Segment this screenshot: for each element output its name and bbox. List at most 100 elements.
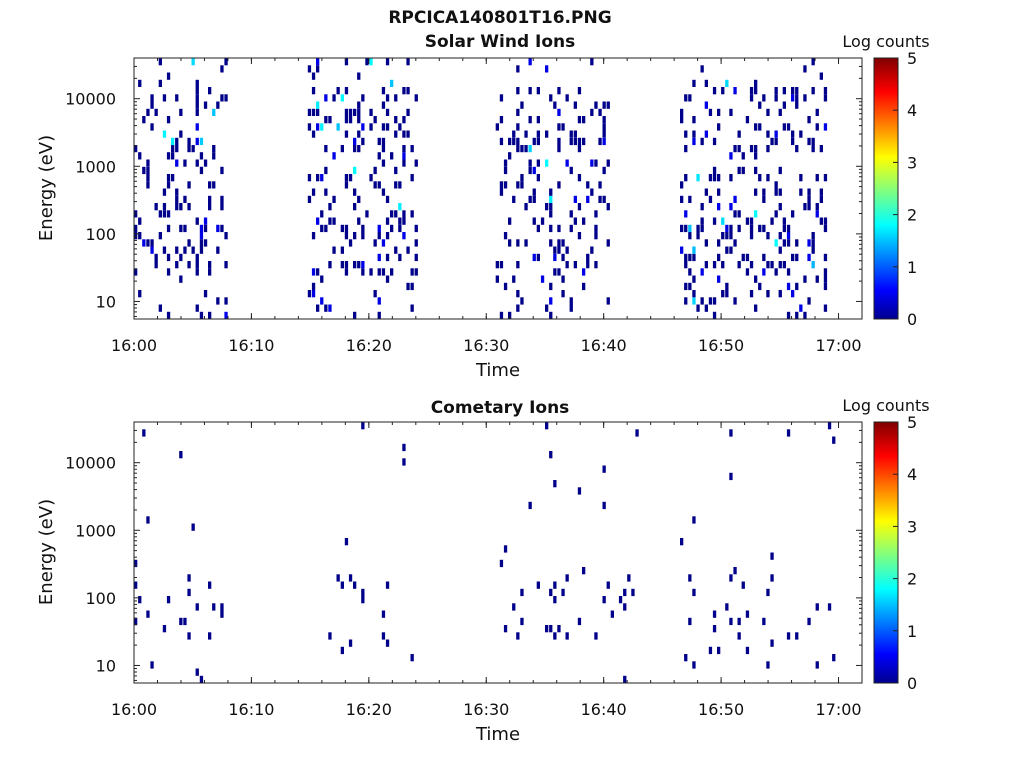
spectrogram-cell [532, 137, 536, 146]
spectrogram-cell [344, 232, 349, 240]
spectrogram-cell [516, 108, 520, 116]
spectrogram-cell [150, 123, 154, 131]
spectrogram-cell [142, 166, 146, 175]
spectrogram-cell [495, 275, 499, 283]
spectrogram-cell [688, 282, 692, 291]
spectrogram-cell [187, 239, 191, 247]
spectrogram-cell [203, 224, 208, 233]
x-tick-label: 17:00 [815, 700, 861, 719]
spectrogram-cell [721, 290, 725, 298]
spectrogram-cell [778, 166, 782, 175]
spectrogram-cell [590, 246, 594, 254]
spectrogram-cell [220, 603, 224, 611]
colorbar-tick-label: 5 [907, 413, 917, 432]
spectrogram-cell [733, 195, 737, 203]
spectrogram-cell [733, 567, 737, 575]
spectrogram-cell [154, 108, 158, 116]
spectrogram-cell [216, 297, 220, 305]
spectrogram-cell [175, 159, 179, 167]
spectrogram-cell [503, 232, 508, 240]
spectrogram-cell [191, 246, 195, 254]
spectrogram-cell [203, 101, 208, 109]
spectrogram-cell [187, 574, 191, 582]
spectrogram-cell [807, 188, 811, 196]
spectrogram-cell [344, 58, 349, 66]
x-tick-label: 16:40 [581, 700, 627, 719]
spectrogram-cell [410, 268, 414, 276]
spectrogram-cell [146, 516, 150, 524]
spectrogram-cell [361, 94, 365, 102]
spectrogram-cell [187, 137, 191, 146]
spectrogram-cell [340, 224, 344, 233]
spectrogram-cell [557, 181, 561, 189]
spectrogram-cell [311, 108, 316, 116]
spectrogram-cell [549, 188, 553, 196]
spectrogram-cell [381, 87, 386, 95]
spectrogram-cell [348, 574, 353, 582]
spectrogram-cell [328, 261, 332, 269]
spectrogram-cell [532, 217, 536, 225]
spectrogram-cell [569, 304, 573, 312]
spectrogram-cell [811, 137, 815, 146]
spectrogram-cell [582, 282, 586, 291]
spectrogram-cell [134, 232, 138, 240]
spectrogram-cell [183, 617, 187, 626]
spectrogram-cell [512, 137, 516, 146]
spectrogram-cell [162, 130, 167, 138]
spectrogram-cell [166, 311, 171, 320]
spectrogram-cell [700, 65, 704, 73]
spectrogram-cell [146, 108, 150, 116]
spectrogram-cell [328, 304, 332, 312]
colorbar-tick-label: 0 [907, 674, 917, 693]
spectrogram-cell [807, 137, 811, 146]
spectrogram-cell [402, 217, 406, 225]
solar-wind-x-axis-label: Time [475, 360, 520, 381]
spectrogram-cell [175, 145, 179, 153]
spectrogram-cell [150, 661, 154, 669]
spectrogram-cell [340, 261, 344, 269]
spectrogram-cell [549, 224, 553, 233]
spectrogram-cell [532, 188, 536, 196]
spectrogram-cell [754, 275, 758, 283]
spectrogram-cell [340, 145, 344, 153]
y-tick-label: 1000 [75, 521, 116, 540]
spectrogram-cell [545, 625, 549, 633]
spectrogram-cell [398, 123, 402, 131]
spectrogram-cell [733, 297, 737, 305]
spectrogram-cell [195, 668, 199, 676]
spectrogram-cell [680, 195, 684, 203]
spectrogram-cell [307, 195, 312, 203]
spectrogram-cell [721, 87, 725, 95]
spectrogram-cell [602, 195, 606, 203]
spectrogram-cell [224, 58, 228, 66]
spectrogram-cell [357, 72, 361, 80]
spectrogram-cell [712, 166, 717, 175]
spectrogram-cell [199, 137, 204, 146]
spectrogram-cell [786, 429, 791, 437]
spectrogram-cell [712, 297, 717, 305]
spectrogram-cell [516, 87, 520, 95]
spectrogram-cell [774, 130, 778, 138]
spectrogram-cell [224, 311, 228, 320]
solar-wind-panel: 16:00 16:10 16:20 16:30 16:40 16:50 17:00 1010… [36, 32, 930, 381]
spectrogram-cell [503, 181, 508, 189]
spectrogram-cell [516, 290, 520, 298]
spectrogram-cell [158, 232, 162, 240]
spectrogram-cell [224, 297, 228, 305]
spectrogram-cell [199, 152, 204, 160]
spectrogram-cell [311, 87, 316, 95]
solar-wind-colorbar-label: Log counts [842, 32, 929, 51]
spectrogram-cell [324, 224, 328, 233]
spectrogram-cell [758, 123, 762, 131]
figure-title: RPCICA140801T16.PNG [388, 8, 612, 28]
spectrogram-cell [499, 137, 504, 146]
spectrogram-cell [557, 625, 561, 633]
spectrogram-cell [369, 268, 373, 276]
spectrogram-cell [807, 297, 811, 305]
spectrogram-cell [344, 538, 349, 546]
spectrogram-cell [311, 232, 316, 240]
spectrogram-cell [320, 123, 324, 131]
spectrogram-cell [394, 181, 398, 189]
spectrogram-cell [692, 290, 696, 298]
spectrogram-cell [729, 108, 733, 116]
